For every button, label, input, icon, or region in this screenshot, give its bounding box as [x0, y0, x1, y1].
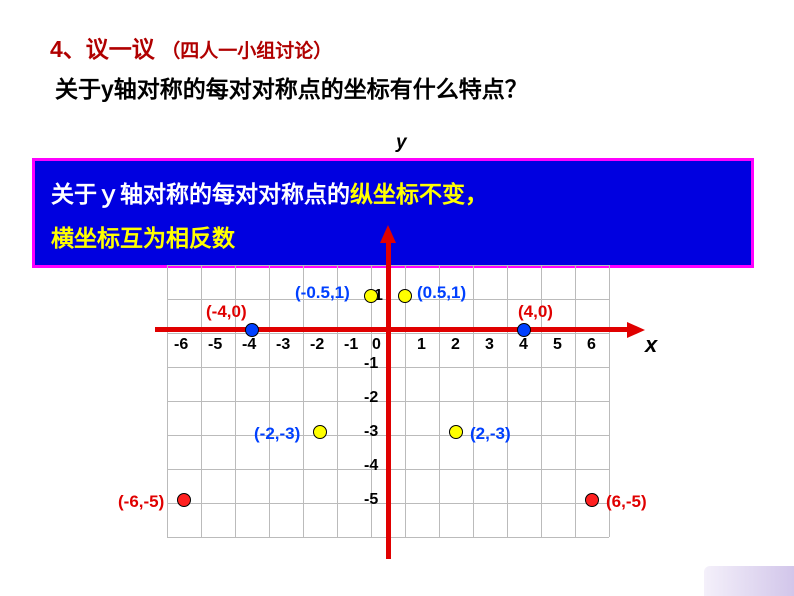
- point: [245, 323, 259, 337]
- x-tick: 5: [553, 336, 562, 354]
- point: [177, 493, 191, 507]
- y-tick: -3: [364, 423, 378, 441]
- point: [585, 493, 599, 507]
- point-label: (-2,-3): [254, 424, 300, 444]
- coordinate-plot: -6-5-4-3-2-101234561-1-2-3-4-5x(-4,0)(4,…: [167, 265, 609, 537]
- point: [313, 425, 327, 439]
- title: 4、议一议 （四人一小组讨论）: [50, 30, 332, 64]
- point: [517, 323, 531, 337]
- x-tick: 0: [372, 336, 381, 354]
- x-axis-label: x: [645, 332, 657, 358]
- y-tick: -4: [364, 457, 378, 475]
- x-tick: -5: [208, 336, 222, 354]
- point-label: (2,-3): [470, 424, 511, 444]
- x-tick: -4: [242, 336, 256, 354]
- x-axis-arrow: [627, 322, 645, 338]
- point-label: (4,0): [518, 302, 553, 322]
- point: [364, 289, 378, 303]
- x-tick: 2: [451, 336, 460, 354]
- x-axis: [155, 327, 633, 332]
- question-text: 关于y轴对称的每对对称点的坐标有什么特点？: [55, 70, 695, 104]
- point-label: (0.5,1): [417, 283, 466, 303]
- x-tick: 1: [417, 336, 426, 354]
- rule-p1b: 纵坐标不变，: [350, 181, 488, 207]
- x-tick: 4: [519, 336, 528, 354]
- y-axis-label: y: [396, 132, 407, 154]
- point-label: (6,-5): [606, 492, 647, 512]
- title-main: 议一议: [86, 36, 155, 62]
- point-label: (-4,0): [206, 302, 247, 322]
- x-tick: -6: [174, 336, 188, 354]
- title-sub: （四人一小组讨论）: [161, 41, 332, 62]
- title-num: 4、: [50, 36, 86, 62]
- rule-p1a: 关于ｙ轴对称的每对对称点的: [51, 181, 350, 207]
- rule-box: 关于ｙ轴对称的每对对称点的纵坐标不变， 横坐标互为相反数: [32, 158, 754, 268]
- y-axis: [386, 237, 391, 559]
- point-label: (-6,-5): [118, 492, 164, 512]
- x-tick: -1: [344, 336, 358, 354]
- x-tick: -3: [276, 336, 290, 354]
- x-tick: 3: [485, 336, 494, 354]
- rule-p2: 横坐标互为相反数: [51, 225, 235, 251]
- y-tick: -1: [364, 355, 378, 373]
- point-label: (-0.5,1): [295, 283, 350, 303]
- corner-decor: [704, 566, 794, 596]
- x-tick: -2: [310, 336, 324, 354]
- point: [398, 289, 412, 303]
- y-tick: -5: [364, 491, 378, 509]
- y-tick: -2: [364, 389, 378, 407]
- x-tick: 6: [587, 336, 596, 354]
- y-axis-arrow: [380, 225, 396, 243]
- point: [449, 425, 463, 439]
